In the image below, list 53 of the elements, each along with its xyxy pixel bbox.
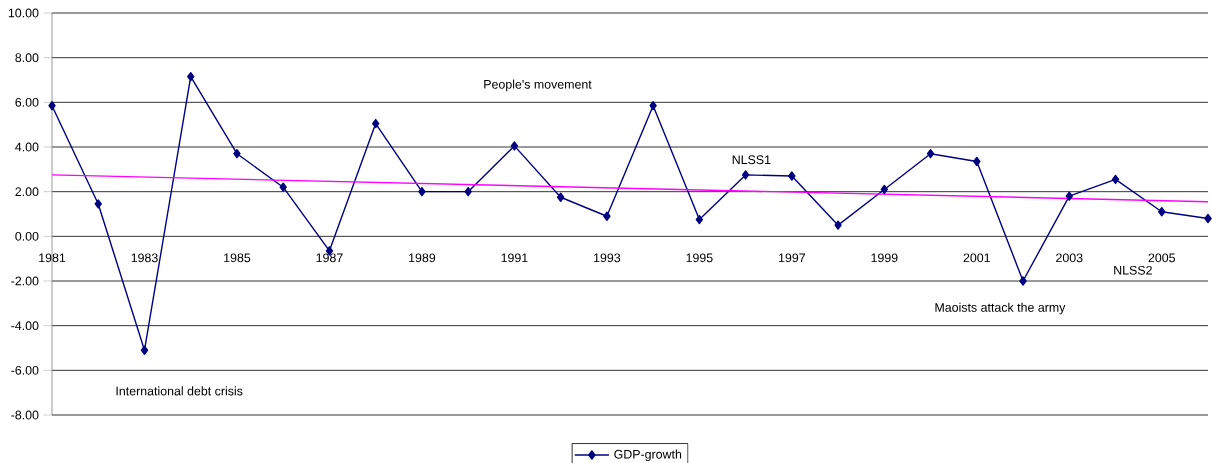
point (510, 141, 519, 151)
x-tick-label: 1995 (686, 253, 713, 263)
x-tick-label: 1999 (871, 253, 898, 263)
point (371, 118, 380, 129)
point (1019, 276, 1027, 286)
point (603, 211, 611, 221)
point (233, 149, 241, 159)
point (556, 192, 565, 202)
x-tick-label: 2005 (1148, 253, 1176, 263)
point (1065, 191, 1073, 201)
point (788, 171, 796, 181)
point (94, 199, 102, 209)
x-tick-label: 1997 (778, 253, 806, 263)
x-tick-label: 1987 (316, 253, 343, 263)
point (880, 184, 889, 195)
point (1111, 174, 1120, 185)
point (418, 186, 426, 197)
point (48, 100, 56, 111)
x-tick-label: 1993 (594, 253, 621, 263)
x-tick-label: 1991 (501, 253, 528, 263)
point (187, 71, 195, 82)
annotation: People's movement (484, 79, 592, 92)
y-tick-label: -2.00 (11, 276, 39, 286)
y-tick-label: 10.00 (8, 8, 39, 18)
y-tick-label: 6.00 (15, 97, 39, 107)
point (140, 345, 149, 355)
y-tick-label: -8.00 (11, 410, 39, 420)
annotation: Maoists attack the army (935, 302, 1066, 315)
point (973, 156, 981, 167)
x-tick-label: 1983 (131, 253, 158, 263)
point (834, 220, 842, 230)
legend-label: GDP-growth (614, 449, 682, 462)
point (279, 182, 287, 192)
point (649, 100, 657, 111)
x-tick-label: 1981 (39, 253, 66, 263)
x-tick-label: 1985 (224, 253, 251, 263)
annotation: International debt crisis (116, 386, 243, 396)
point (926, 149, 935, 159)
y-tick-label: 8.00 (15, 53, 39, 63)
x-tick-label: 1989 (409, 253, 436, 263)
y-tick-label: -6.00 (11, 365, 39, 375)
point (464, 186, 472, 197)
y-tick-label: 4.00 (15, 142, 39, 152)
annotation: NLSS1 (732, 155, 771, 165)
point (1158, 207, 1166, 217)
x-tick-label: 2003 (1056, 253, 1083, 263)
y-tick-label: -4.00 (11, 321, 39, 331)
point (741, 170, 750, 180)
x-tick-label: 2001 (963, 253, 990, 263)
annotation: NLSS2 (1114, 265, 1152, 275)
point (695, 214, 704, 225)
y-tick-label: 2.00 (15, 187, 39, 197)
y-tick-label: 0.00 (15, 231, 39, 241)
